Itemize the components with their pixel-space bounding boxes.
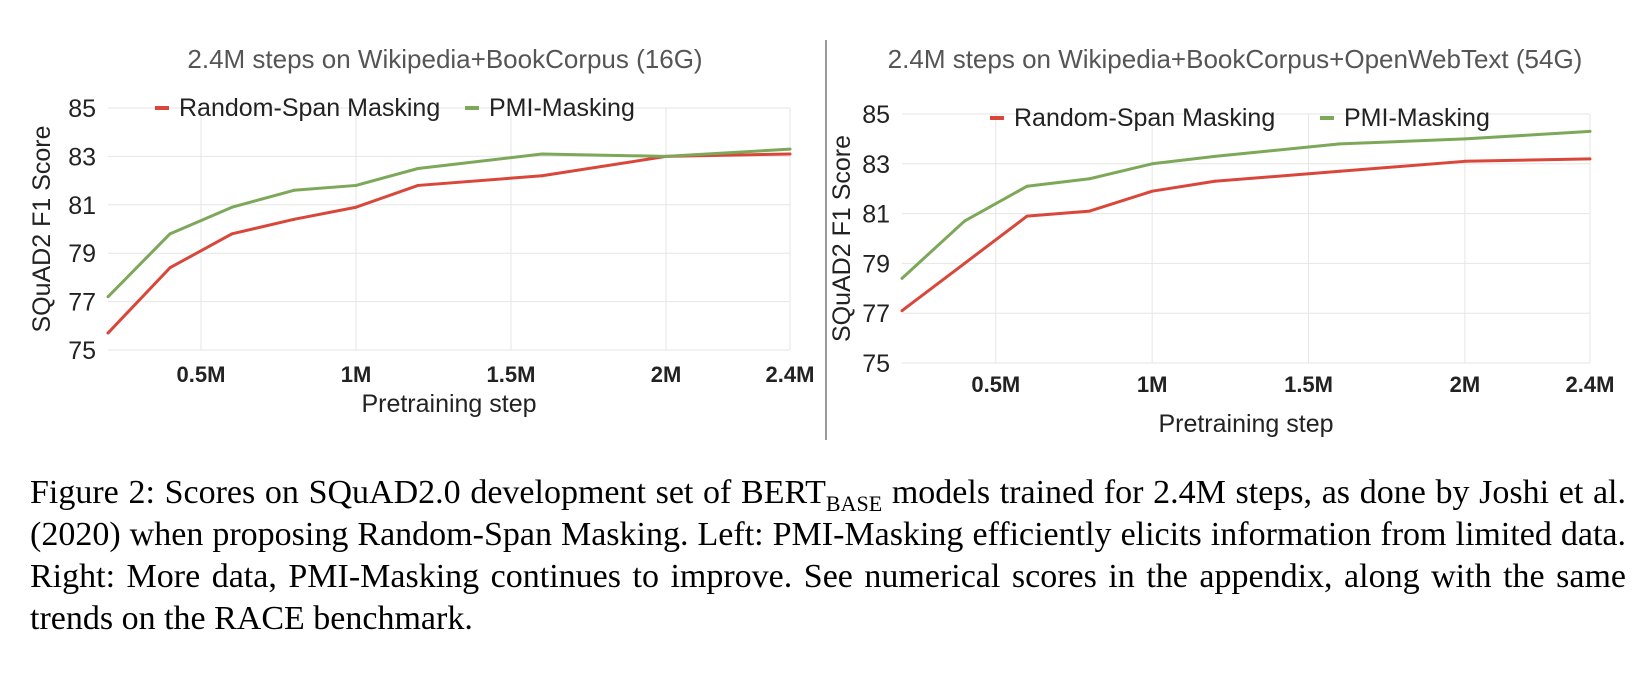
x-tick-label: 1M <box>1137 372 1168 397</box>
data-point <box>664 154 668 158</box>
x-axis-label: Pretraining step <box>361 390 536 418</box>
data-point <box>416 167 420 170</box>
y-tick-label: 75 <box>68 337 96 365</box>
x-axis-label: Pretraining step <box>1158 410 1333 438</box>
caption-subscript: BASE <box>825 490 883 516</box>
data-point <box>168 232 172 236</box>
y-tick-label: 83 <box>68 143 96 171</box>
data-point <box>900 309 904 313</box>
y-tick-label: 77 <box>68 289 96 317</box>
data-point <box>230 232 234 236</box>
legend-label: Random-Span Masking <box>1014 104 1275 132</box>
y-tick-label: 85 <box>862 101 890 129</box>
x-tick-label: 2M <box>651 362 682 387</box>
data-point <box>1463 159 1467 163</box>
y-tick-label: 75 <box>862 350 890 378</box>
data-point <box>1088 209 1092 213</box>
y-tick-label: 83 <box>862 151 890 179</box>
y-axis-label: SQuAD2 F1 Score <box>828 135 856 342</box>
data-point <box>230 205 234 209</box>
data-point <box>1213 179 1217 183</box>
chart-panel-1: 2.4M steps on Wikipedia+BookCorpus (16G)… <box>28 44 814 418</box>
x-tick-label: 0.5M <box>177 362 226 387</box>
data-point <box>900 276 904 280</box>
legend-label: PMI-Masking <box>1344 104 1490 132</box>
y-tick-label: 79 <box>68 240 96 268</box>
data-point <box>1588 129 1592 133</box>
series-line-pmi <box>900 129 1591 280</box>
data-point <box>1150 189 1154 193</box>
y-tick-label: 81 <box>68 192 96 220</box>
x-tick-label: 2M <box>1450 372 1481 397</box>
data-point <box>1025 214 1029 218</box>
data-point <box>354 205 358 209</box>
data-point <box>106 295 110 299</box>
chart-title: 2.4M steps on Wikipedia+BookCorpus (16G) <box>187 44 702 74</box>
y-axis-label: SQuAD2 F1 Score <box>28 125 56 332</box>
data-point <box>292 188 296 192</box>
data-point <box>1338 142 1342 146</box>
x-tick-label: 0.5M <box>971 372 1020 397</box>
data-point <box>1338 169 1342 173</box>
series-line-pmi <box>106 147 791 298</box>
series-line-random-span <box>106 152 791 335</box>
data-point <box>788 147 792 151</box>
y-tick-label: 77 <box>862 300 890 328</box>
series-line-random-span <box>901 157 1591 312</box>
data-point <box>416 183 420 187</box>
data-point <box>1213 154 1217 158</box>
legend-label: PMI-Masking <box>489 94 635 122</box>
x-tick-label: 1M <box>341 362 372 387</box>
chart-title: 2.4M steps on Wikipedia+BookCorpus+OpenW… <box>888 44 1583 74</box>
data-point <box>1025 184 1029 188</box>
y-tick-label: 79 <box>862 250 890 278</box>
data-point <box>788 152 792 156</box>
legend-label: Random-Span Masking <box>179 94 440 122</box>
data-point <box>292 217 296 221</box>
data-point <box>540 174 544 178</box>
x-tick-label: 1.5M <box>487 362 536 387</box>
data-point <box>1150 162 1154 166</box>
data-point <box>1463 137 1467 141</box>
y-tick-label: 81 <box>862 201 890 229</box>
caption-prefix: Figure 2: Scores on SQuAD2.0 development… <box>30 474 826 511</box>
data-point <box>963 219 967 223</box>
figure-caption: Figure 2: Scores on SQuAD2.0 development… <box>30 472 1626 640</box>
data-point <box>354 183 358 187</box>
x-tick-label: 2.4M <box>766 362 815 387</box>
chart-panel-2: 2.4M steps on Wikipedia+BookCorpus+OpenW… <box>828 44 1614 438</box>
y-tick-label: 85 <box>68 95 96 123</box>
data-point <box>106 331 110 335</box>
x-tick-label: 2.4M <box>1566 372 1615 397</box>
data-point <box>963 261 967 265</box>
data-point <box>540 152 544 156</box>
charts-figure: 2.4M steps on Wikipedia+BookCorpus (16G)… <box>28 40 1614 440</box>
data-point <box>168 266 172 270</box>
data-point <box>1088 177 1092 181</box>
caption-suffix: models trained for 2.4M steps, as done b… <box>30 474 1626 637</box>
data-point <box>1588 157 1592 161</box>
x-tick-label: 1.5M <box>1284 372 1333 397</box>
